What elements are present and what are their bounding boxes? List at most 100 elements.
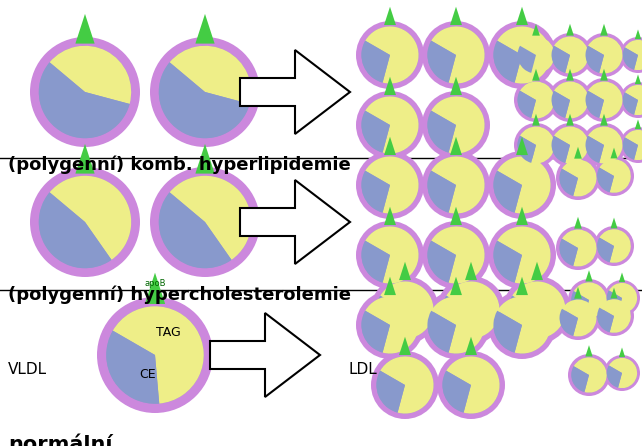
Wedge shape xyxy=(512,281,566,339)
Circle shape xyxy=(150,167,260,277)
Wedge shape xyxy=(428,311,456,353)
Wedge shape xyxy=(498,297,551,354)
Circle shape xyxy=(582,123,626,167)
Wedge shape xyxy=(517,46,536,73)
Circle shape xyxy=(597,229,631,263)
Wedge shape xyxy=(428,171,456,213)
Wedge shape xyxy=(498,227,551,284)
Circle shape xyxy=(422,21,490,89)
Wedge shape xyxy=(446,281,499,339)
Wedge shape xyxy=(169,176,251,260)
Circle shape xyxy=(442,281,499,339)
Polygon shape xyxy=(574,217,582,229)
Polygon shape xyxy=(465,337,477,355)
Wedge shape xyxy=(551,91,570,118)
Wedge shape xyxy=(623,47,638,70)
Wedge shape xyxy=(597,238,614,262)
Circle shape xyxy=(560,300,596,336)
Circle shape xyxy=(607,358,637,388)
Wedge shape xyxy=(520,127,555,164)
Text: TAG: TAG xyxy=(155,326,180,339)
Polygon shape xyxy=(450,137,462,155)
Wedge shape xyxy=(625,40,642,70)
Polygon shape xyxy=(566,24,574,36)
Circle shape xyxy=(437,276,505,344)
Circle shape xyxy=(428,227,485,284)
Circle shape xyxy=(551,37,589,74)
Wedge shape xyxy=(600,159,631,193)
Wedge shape xyxy=(600,299,631,333)
Circle shape xyxy=(604,355,640,391)
Wedge shape xyxy=(562,300,596,336)
Circle shape xyxy=(428,26,485,83)
Wedge shape xyxy=(623,137,638,160)
Wedge shape xyxy=(442,371,471,413)
Circle shape xyxy=(488,221,556,289)
Wedge shape xyxy=(498,157,551,214)
Circle shape xyxy=(422,151,490,219)
Wedge shape xyxy=(494,311,522,353)
Polygon shape xyxy=(611,148,618,158)
Polygon shape xyxy=(600,114,608,126)
Circle shape xyxy=(428,157,485,214)
Circle shape xyxy=(586,82,623,119)
Circle shape xyxy=(361,26,419,83)
Circle shape xyxy=(361,297,419,354)
Circle shape xyxy=(594,156,634,196)
Wedge shape xyxy=(571,291,589,317)
Circle shape xyxy=(607,283,637,313)
Wedge shape xyxy=(442,296,471,338)
Wedge shape xyxy=(574,357,607,392)
Circle shape xyxy=(551,127,589,164)
Wedge shape xyxy=(571,366,589,392)
Polygon shape xyxy=(145,273,165,304)
Wedge shape xyxy=(428,111,456,153)
Polygon shape xyxy=(384,137,396,155)
Polygon shape xyxy=(450,277,462,295)
Circle shape xyxy=(428,297,485,354)
Polygon shape xyxy=(586,345,593,356)
Wedge shape xyxy=(562,160,596,197)
Wedge shape xyxy=(494,41,522,83)
Wedge shape xyxy=(361,311,390,353)
Wedge shape xyxy=(361,241,390,283)
Polygon shape xyxy=(240,50,350,134)
Circle shape xyxy=(356,151,424,219)
Circle shape xyxy=(437,351,505,419)
Polygon shape xyxy=(611,288,618,298)
Polygon shape xyxy=(384,277,396,295)
Circle shape xyxy=(556,296,600,340)
Circle shape xyxy=(422,291,490,359)
Circle shape xyxy=(548,78,592,122)
Circle shape xyxy=(361,227,419,284)
Wedge shape xyxy=(107,330,159,404)
Polygon shape xyxy=(195,14,214,44)
Wedge shape xyxy=(517,91,536,118)
Wedge shape xyxy=(361,171,390,213)
Circle shape xyxy=(517,82,555,119)
Circle shape xyxy=(488,21,556,89)
Circle shape xyxy=(551,82,589,119)
Circle shape xyxy=(488,291,556,359)
Wedge shape xyxy=(520,82,555,119)
Wedge shape xyxy=(376,371,405,413)
Circle shape xyxy=(556,226,600,270)
Wedge shape xyxy=(431,227,485,284)
Polygon shape xyxy=(450,7,462,25)
Polygon shape xyxy=(600,69,608,81)
Text: normální: normální xyxy=(8,435,112,446)
Circle shape xyxy=(422,91,490,159)
Text: LDL: LDL xyxy=(348,363,377,377)
Circle shape xyxy=(107,306,204,404)
Polygon shape xyxy=(531,262,543,280)
Polygon shape xyxy=(399,262,411,280)
Polygon shape xyxy=(619,347,625,357)
Circle shape xyxy=(620,127,642,163)
Circle shape xyxy=(30,167,140,277)
Wedge shape xyxy=(159,62,250,138)
Circle shape xyxy=(582,33,626,77)
Wedge shape xyxy=(588,37,623,74)
Circle shape xyxy=(594,296,634,336)
Circle shape xyxy=(376,356,433,413)
Wedge shape xyxy=(586,136,604,163)
